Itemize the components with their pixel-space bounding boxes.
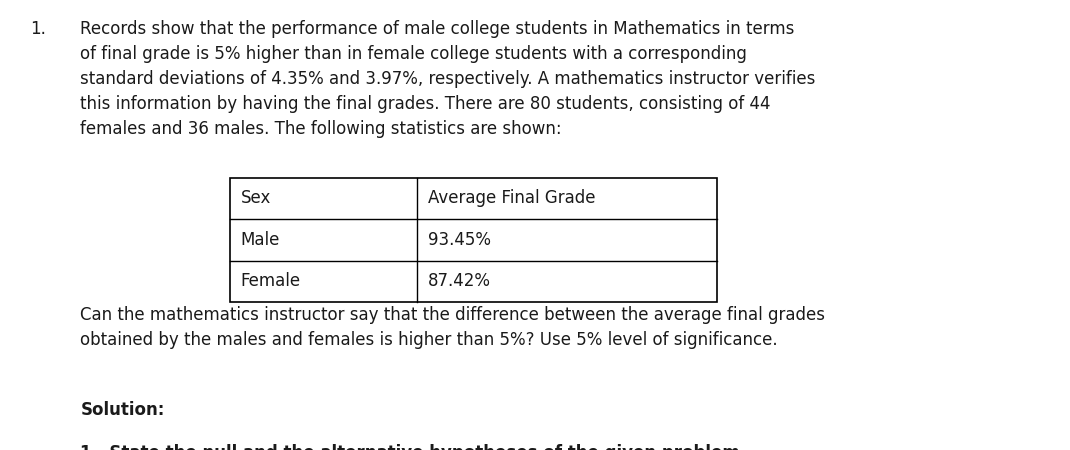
Text: 1.: 1. [30,20,46,38]
Text: Average Final Grade: Average Final Grade [428,189,596,207]
Text: 93.45%: 93.45% [428,231,491,249]
Text: Can the mathematics instructor say that the difference between the average final: Can the mathematics instructor say that … [80,306,825,350]
Text: Male: Male [241,231,280,249]
Text: Records show that the performance of male college students in Mathematics in ter: Records show that the performance of mal… [80,20,815,138]
Text: 87.42%: 87.42% [428,272,491,290]
Bar [230,178,717,302]
Text: Sex: Sex [241,189,271,207]
Text: Female: Female [241,272,301,290]
Text: Solution:: Solution: [80,401,165,419]
Text: 1.  State the null and the alternative hypotheses of the given problem.: 1. State the null and the alternative hy… [80,444,747,450]
